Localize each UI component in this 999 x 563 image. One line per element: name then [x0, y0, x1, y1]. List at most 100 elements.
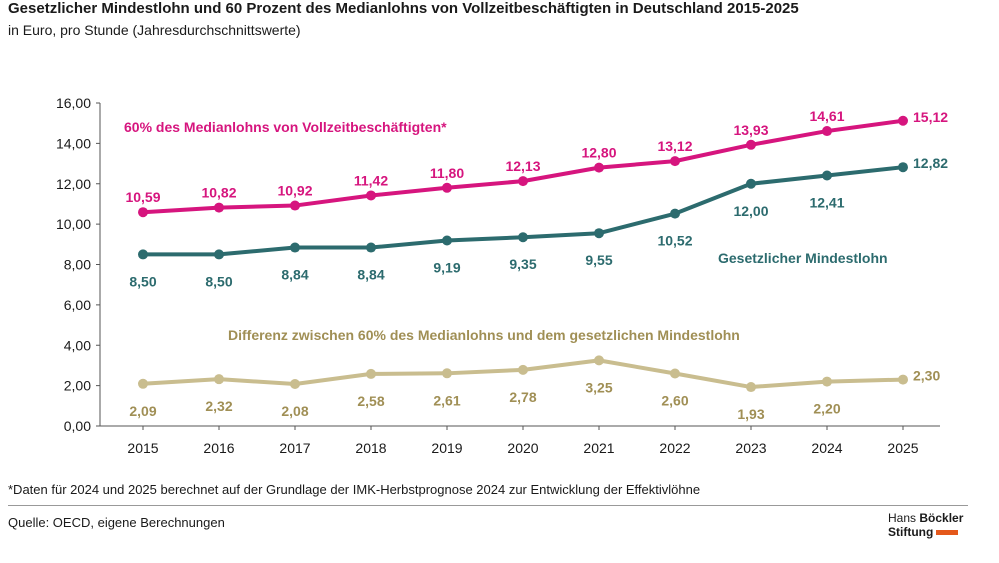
series-2-point: [290, 242, 300, 253]
series-1-name: 60% des Medianlohns von Vollzeitbeschäft…: [124, 119, 447, 135]
series-3-data-label: 2,08: [281, 403, 308, 419]
series-2-data-label: 8,50: [129, 273, 156, 289]
x-tick-label: 2016: [203, 440, 234, 456]
series-2-data-label: 8,84: [357, 267, 384, 283]
line-chart: 0,00 2,00 4,00 6,00 8,00 10,00 12,00 14,00 16,00…: [56, 95, 948, 456]
logo-bar: [936, 530, 959, 536]
series-2-data-label: 9,35: [509, 256, 536, 272]
y-tick-label: 16,00: [56, 95, 91, 111]
series-1-data-label: 13,12: [657, 138, 692, 154]
x-tick-label: 2025: [887, 440, 918, 456]
series-2-data-label: 12,82: [913, 155, 948, 171]
y-tick-label: 14,00: [56, 135, 91, 151]
series-2-point: [518, 232, 528, 243]
series-3-name: Differenz zwischen 60% des Medianlohns u…: [228, 327, 740, 343]
series-1-point: [746, 139, 756, 150]
series-1-data-label: 10,82: [201, 185, 236, 201]
series-1-point: [594, 162, 604, 173]
series-1-point: [518, 176, 528, 187]
x-tick-label: 2023: [735, 440, 766, 456]
series-1-point: [442, 182, 452, 193]
series-3-data-label: 2,20: [813, 401, 840, 417]
series-2-point: [746, 178, 756, 189]
y-tick-label: 6,00: [64, 297, 91, 313]
series-3-data-label: 2,78: [509, 389, 536, 405]
series-2-data-label: 8,84: [281, 267, 308, 283]
series-2-point: [442, 235, 452, 246]
series-3-data-label: 2,30: [913, 368, 940, 384]
x-tick-label: 2019: [431, 440, 462, 456]
series-1-data-label: 11,80: [430, 165, 464, 181]
y-tick-label: 2,00: [64, 378, 91, 394]
series-2-data-label: 8,50: [205, 273, 232, 289]
series-1-point: [214, 202, 224, 213]
series-1-data-label: 12,80: [581, 145, 616, 161]
series-3-point: [366, 368, 376, 379]
series-3-point: [898, 374, 908, 385]
x-tick-label: 2022: [659, 440, 690, 456]
series-2-point: [138, 249, 148, 260]
series-1-point: [138, 207, 148, 218]
series-2-data-label: 9,19: [433, 259, 460, 275]
x-tick-label: 2018: [355, 440, 386, 456]
chart-subtitle: in Euro, pro Stunde (Jahresdurchschnitts…: [8, 22, 301, 38]
series-1-point: [366, 190, 376, 201]
series-1-point: [670, 156, 680, 167]
series-3-point: [594, 355, 604, 366]
series-3-point: [670, 368, 680, 379]
series-2-point: [366, 242, 376, 253]
series-3-data-label: 3,25: [585, 379, 612, 395]
series-1-data-label: 11,42: [354, 172, 388, 188]
series-2-data-label: 9,55: [585, 252, 612, 268]
y-tick-label: 8,00: [64, 257, 91, 273]
series-3-point: [214, 374, 224, 385]
x-tick-label: 2015: [127, 440, 158, 456]
x-tick-label: 2024: [811, 440, 842, 456]
y-tick-label: 0,00: [64, 418, 91, 434]
logo-text-stiftung: Stiftung: [888, 525, 934, 539]
series-3-data-label: 2,60: [661, 393, 688, 409]
series-3-data-label: 2,09: [129, 403, 156, 419]
series-1-point: [898, 115, 908, 126]
series-2-data-label: 12,00: [733, 203, 768, 219]
series-2-data-label: 12,41: [809, 194, 844, 210]
series-3-data-label: 2,32: [205, 398, 232, 414]
series-3-point: [442, 368, 452, 379]
source-note: Quelle: OECD, eigene Berechnungen: [8, 515, 225, 530]
series-2-point: [594, 228, 604, 239]
divider: [8, 505, 968, 506]
series-3-point: [518, 364, 528, 375]
series-3-point: [290, 379, 300, 390]
series-2-point: [670, 208, 680, 219]
series-2-point: [822, 170, 832, 181]
series-3-data-label: 1,93: [737, 406, 764, 422]
series-3-data-label: 2,61: [433, 392, 460, 408]
series-3-point: [822, 376, 832, 387]
series-1-data-label: 10,92: [277, 183, 312, 199]
hans-boeckler-logo: Hans Böckler Stiftung: [888, 511, 963, 539]
series-3-data-label: 2,58: [357, 393, 384, 409]
series-1-data-label: 12,13: [505, 158, 540, 174]
series-3-point: [746, 382, 756, 393]
series-2-point: [898, 162, 908, 173]
series-2-name: Gesetzlicher Mindestlohn: [718, 250, 888, 266]
x-tick-label: 2021: [583, 440, 614, 456]
series-1-data-label: 10,59: [125, 189, 160, 205]
series-1-point: [290, 200, 300, 211]
series-1-point: [822, 126, 832, 137]
series-1-data-label: 15,12: [913, 109, 948, 125]
y-tick-label: 4,00: [64, 337, 91, 353]
series-3-point: [138, 378, 148, 389]
y-tick-label: 10,00: [56, 216, 91, 232]
logo-text-hans: Hans: [888, 511, 920, 525]
logo-text-boeckler: Böckler: [919, 511, 964, 525]
series-2-data-label: 10,52: [657, 233, 692, 249]
y-tick-label: 12,00: [56, 176, 91, 192]
series-1-data-label: 13,93: [733, 122, 768, 138]
footnote: *Daten für 2024 und 2025 berechnet auf d…: [8, 482, 701, 497]
x-tick-label: 2020: [507, 440, 538, 456]
chart-title: Gesetzlicher Mindestlohn und 60 Prozent …: [8, 0, 799, 17]
series-1-data-label: 14,61: [809, 108, 844, 124]
series-2-point: [214, 249, 224, 260]
x-tick-label: 2017: [279, 440, 310, 456]
